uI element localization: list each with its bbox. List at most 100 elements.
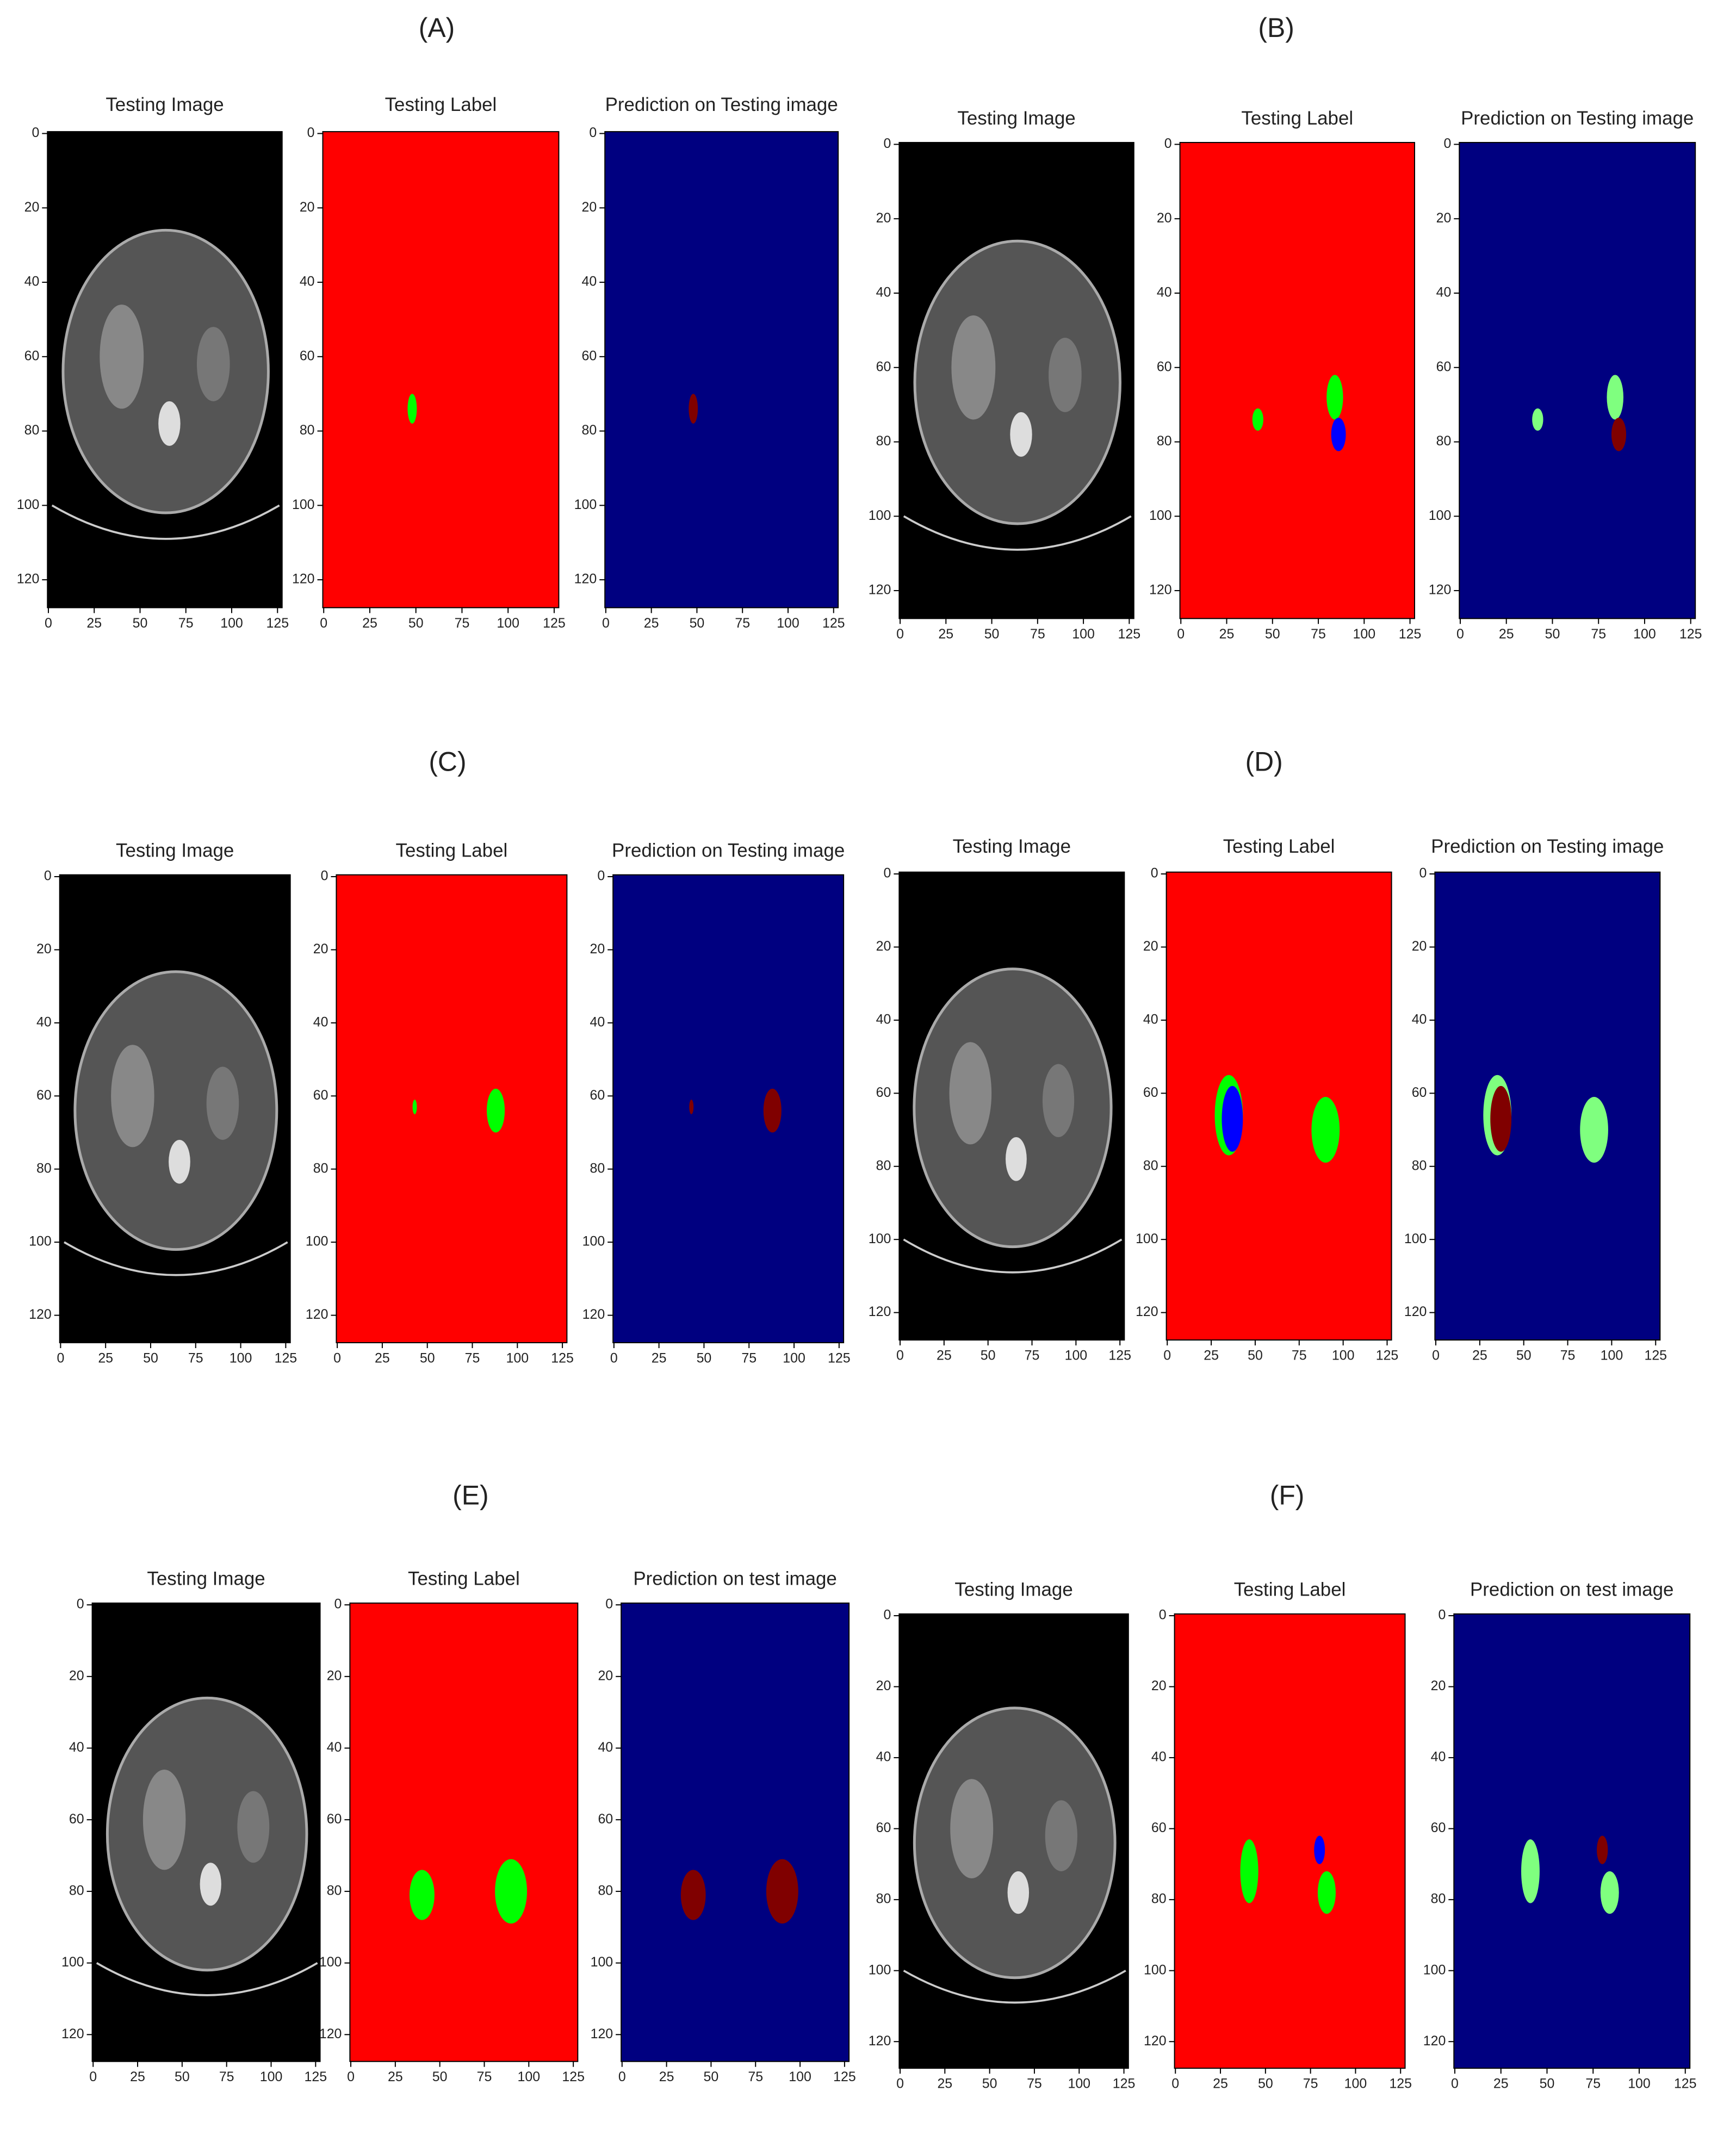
- x-tick-label: 100: [1344, 2076, 1367, 2092]
- x-tick-label: 25: [937, 1348, 952, 1363]
- y-tick-label: 120: [1423, 2033, 1446, 2049]
- y-tick-label: 0: [1159, 1608, 1167, 1623]
- y-tick-label: 20: [1143, 939, 1158, 954]
- ct-spine: [1010, 412, 1032, 457]
- y-tick-label: 60: [36, 1088, 52, 1103]
- y-tick-label: 120: [61, 2026, 84, 2041]
- segment: [1611, 418, 1627, 451]
- y-tick-label: 20: [876, 210, 891, 226]
- ct-organ: [950, 1779, 994, 1878]
- x-tick-label: 0: [896, 2076, 904, 2092]
- axes-frame: [1174, 1613, 1406, 2069]
- x-tick-label: 75: [178, 616, 194, 631]
- x-tick-label: 125: [551, 1351, 574, 1366]
- y-tick-label: 100: [1423, 1962, 1446, 1977]
- subplot-title: Testing Image: [954, 1579, 1072, 1600]
- segment: [1314, 1835, 1325, 1864]
- x-tick-label: 75: [1303, 2076, 1318, 2092]
- x-tick-label: 125: [822, 616, 845, 631]
- y-tick-label: 20: [24, 200, 40, 215]
- y-tick-label: 100: [29, 1234, 52, 1249]
- x-tick-label: 125: [543, 616, 566, 631]
- x-tick-label: 100: [1628, 2076, 1651, 2092]
- y-tick-label: 80: [582, 423, 597, 438]
- y-tick-label: 0: [77, 1597, 84, 1612]
- y-tick-label: 80: [36, 1161, 52, 1176]
- y-tick-label: 20: [313, 941, 328, 957]
- subplot-title: Prediction on Testing image: [612, 840, 845, 861]
- y-tick-label: 0: [605, 1597, 613, 1612]
- segment: [1311, 1097, 1340, 1163]
- x-tick-label: 0: [896, 626, 904, 642]
- ct-spine: [1006, 1137, 1027, 1181]
- y-tick-label: 120: [591, 2026, 613, 2041]
- x-tick-label: 100: [1332, 1348, 1355, 1363]
- x-tick-label: 0: [896, 1348, 904, 1363]
- y-tick-label: 60: [590, 1088, 605, 1103]
- y-tick-label: 60: [1431, 1820, 1446, 1835]
- ct-table: [903, 1970, 1126, 2004]
- x-tick-label: 50: [1258, 2076, 1273, 2092]
- y-tick-label: 60: [1143, 1085, 1158, 1100]
- x-tick-label: 25: [938, 626, 953, 642]
- ct-organ: [1042, 1064, 1075, 1137]
- segment: [689, 394, 698, 424]
- image-area: [323, 132, 559, 608]
- segment: [1532, 408, 1543, 431]
- y-tick-label: 0: [307, 125, 315, 140]
- panel-label: (E): [452, 1480, 488, 1510]
- y-tick-label: 80: [1412, 1158, 1427, 1173]
- y-tick-label: 40: [36, 1014, 52, 1029]
- y-tick-label: 0: [1164, 136, 1172, 151]
- ct-body: [913, 1707, 1117, 1980]
- y-tick-label: 60: [313, 1088, 328, 1103]
- segment: [1222, 1085, 1243, 1152]
- subplot-title: Testing Label: [396, 840, 508, 861]
- y-tick-label: 120: [869, 1304, 891, 1319]
- panel-label: (F): [1270, 1480, 1305, 1510]
- y-tick-label: 0: [1419, 866, 1427, 881]
- y-tick-label: 20: [300, 200, 315, 215]
- subplot-title: Prediction on test image: [633, 1568, 836, 1590]
- y-tick-label: 20: [1431, 1678, 1446, 1693]
- x-tick-label: 50: [984, 626, 1000, 642]
- subplot-title: Testing Label: [385, 94, 497, 115]
- y-tick-label: 100: [869, 508, 891, 523]
- axes-frame: [1459, 142, 1696, 619]
- x-tick-label: 75: [1025, 1348, 1040, 1363]
- y-tick-label: 60: [598, 1811, 613, 1827]
- x-tick-label: 75: [477, 2069, 492, 2084]
- x-tick-label: 25: [644, 616, 659, 631]
- x-tick-label: 100: [497, 616, 519, 631]
- x-tick-label: 25: [1499, 626, 1514, 642]
- axes-frame: [898, 142, 1134, 619]
- x-tick-label: 25: [362, 616, 377, 631]
- x-tick-label: 0: [1163, 1348, 1171, 1363]
- y-tick-label: 80: [876, 1891, 891, 1907]
- axes-frame: [322, 131, 560, 609]
- y-tick-label: 0: [1438, 1608, 1446, 1623]
- subplot-title: Prediction on test image: [1470, 1579, 1673, 1600]
- y-tick-label: 120: [29, 1307, 52, 1322]
- y-tick-label: 40: [24, 274, 40, 289]
- x-tick-label: 125: [305, 2069, 327, 2084]
- x-tick-label: 0: [1456, 626, 1464, 642]
- y-tick-label: 0: [597, 868, 605, 884]
- x-tick-label: 25: [130, 2069, 145, 2084]
- x-tick-label: 100: [1072, 626, 1095, 642]
- y-tick-label: 20: [876, 939, 891, 954]
- image-area: [336, 874, 567, 1343]
- ct-spine: [158, 401, 181, 446]
- y-tick-label: 120: [574, 572, 597, 587]
- x-tick-label: 125: [1644, 1348, 1667, 1363]
- ct-organ: [949, 1042, 992, 1145]
- x-tick-label: 25: [937, 2076, 952, 2092]
- subplot-title: Testing Image: [953, 836, 1071, 857]
- x-tick-label: 125: [1118, 626, 1141, 642]
- x-tick-label: 75: [741, 1351, 757, 1366]
- y-tick-label: 120: [1144, 2033, 1167, 2049]
- y-tick-label: 100: [869, 1231, 891, 1246]
- x-tick-label: 50: [697, 1351, 712, 1366]
